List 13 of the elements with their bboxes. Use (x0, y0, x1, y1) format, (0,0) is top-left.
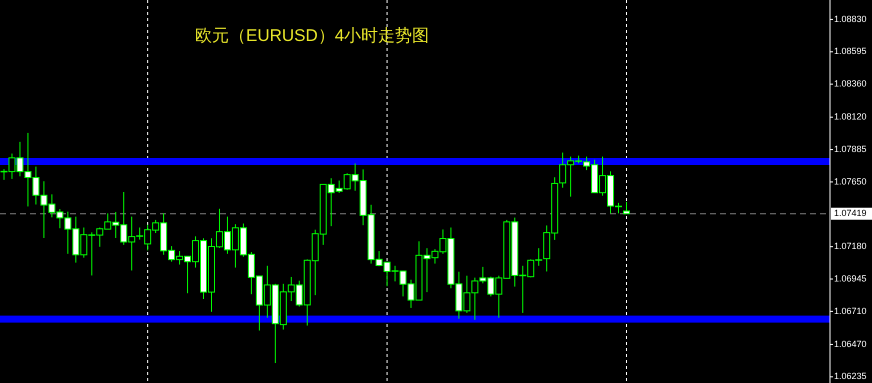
ref-line-label: 1.07419 (834, 208, 867, 218)
y-tick-label: 1.06945 (834, 273, 867, 284)
text: 欧元（EURUSD）4小时走势图 (195, 26, 430, 45)
y-tick-label: 1.06235 (834, 371, 867, 382)
y-tick-label: 1.08360 (834, 78, 867, 89)
y-tick-label: 1.08830 (834, 14, 867, 24)
y-tick-label: 1.07180 (834, 241, 867, 252)
y-tick-label: 1.08120 (834, 112, 867, 122)
y-tick-label: 1.07885 (834, 144, 867, 154)
y-tick-label: 1.08595 (834, 46, 867, 56)
y-tick-label: 1.06710 (834, 306, 867, 316)
y-tick-label: 1.06470 (834, 338, 867, 349)
y-tick-label: 1.07650 (834, 176, 867, 186)
